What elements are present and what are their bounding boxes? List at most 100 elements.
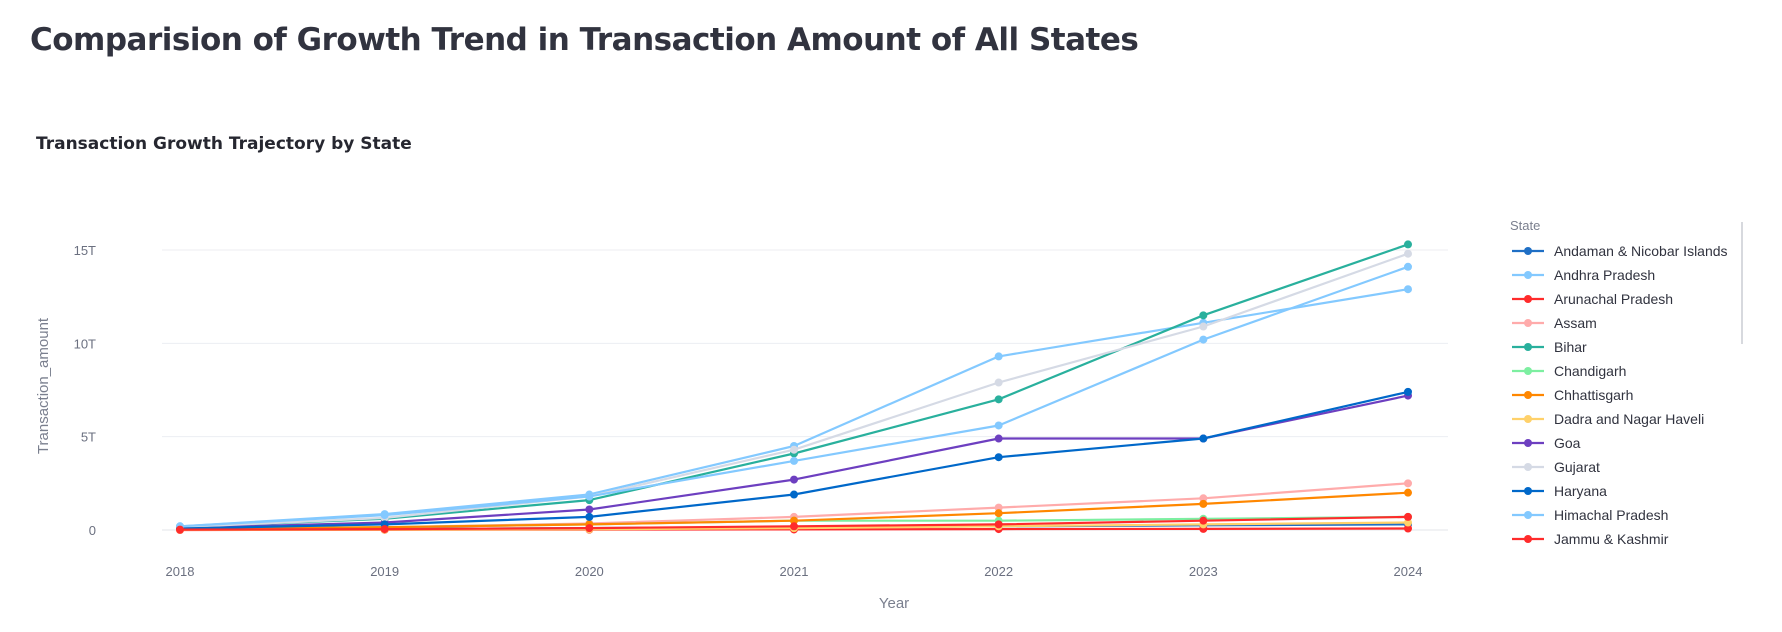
data-point[interactable] [585, 505, 594, 514]
data-point[interactable] [1199, 322, 1208, 331]
gridlines [162, 249, 1448, 531]
data-point[interactable] [790, 490, 798, 499]
legend-label: Gujarat [1554, 459, 1600, 475]
data-point[interactable] [176, 525, 184, 534]
data-point[interactable] [1404, 488, 1412, 497]
legend-items[interactable]: Andaman & Nicobar Islands Andhra Pradesh A… [1510, 239, 1772, 551]
series-lines[interactable] [176, 240, 1412, 534]
x-tick-label: 2020 [575, 564, 604, 579]
data-point[interactable] [790, 445, 798, 454]
legend-swatch [1512, 463, 1544, 471]
legend-swatch [1512, 343, 1544, 351]
data-point[interactable] [994, 421, 1003, 430]
legend-item[interactable]: Chhattisgarh [1510, 383, 1772, 407]
legend-item[interactable]: Andhra Pradesh [1510, 263, 1772, 287]
data-point[interactable] [585, 524, 594, 533]
chart-title: Transaction Growth Trajectory by State [36, 134, 412, 154]
legend-swatch [1512, 271, 1544, 279]
legend-item[interactable]: Jammu & Kashmir [1510, 527, 1772, 551]
data-point[interactable] [1199, 499, 1208, 508]
series-5[interactable] [176, 240, 1412, 532]
series-12[interactable] [176, 262, 1412, 531]
data-point[interactable] [994, 453, 1003, 462]
legend-label: Haryana [1554, 483, 1607, 499]
legend[interactable]: State Andaman & Nicobar Islands Andhra Pr… [1510, 218, 1772, 551]
page-title: Comparision of Growth Trend in Transacti… [30, 22, 1139, 58]
data-point[interactable] [1404, 387, 1412, 396]
y-tick-label: 5T [81, 430, 96, 445]
data-point[interactable] [994, 503, 1003, 512]
y-tick-label: 0 [89, 523, 96, 538]
legend-item[interactable]: Goa [1510, 431, 1772, 455]
data-point[interactable] [994, 352, 1003, 361]
data-point[interactable] [1199, 335, 1208, 344]
legend-item[interactable]: Gujarat [1510, 455, 1772, 479]
legend-label: Bihar [1554, 339, 1587, 355]
data-point[interactable] [1404, 285, 1412, 294]
legend-swatch [1512, 391, 1544, 399]
legend-swatch [1512, 247, 1544, 255]
legend-swatch [1512, 535, 1544, 543]
series-line[interactable] [179, 265, 1409, 528]
data-point[interactable] [1199, 311, 1208, 320]
series-10[interactable] [176, 249, 1412, 532]
data-point[interactable] [1404, 479, 1412, 488]
data-point[interactable] [1404, 262, 1412, 271]
legend-item[interactable]: Arunachal Pradesh [1510, 287, 1772, 311]
data-point[interactable] [1404, 512, 1412, 521]
x-tick-label: 2023 [1189, 564, 1218, 579]
legend-swatch [1512, 367, 1544, 375]
legend-item[interactable]: Andaman & Nicobar Islands [1510, 239, 1772, 263]
legend-item[interactable]: Himachal Pradesh [1510, 503, 1772, 527]
x-tick-label: 2022 [984, 564, 1013, 579]
x-tick-label: 2021 [780, 564, 809, 579]
data-point[interactable] [380, 511, 389, 520]
series-line[interactable] [179, 243, 1409, 529]
series-line[interactable] [179, 252, 1409, 529]
data-point[interactable] [790, 516, 798, 525]
legend-swatch [1512, 511, 1544, 519]
legend-scrollbar[interactable] [1741, 222, 1743, 344]
data-point[interactable] [1404, 524, 1412, 533]
legend-swatch [1512, 439, 1544, 447]
legend-label: Chhattisgarh [1554, 387, 1634, 403]
legend-item[interactable]: Chandigarh [1510, 359, 1772, 383]
series-13[interactable] [176, 512, 1412, 534]
data-point[interactable] [1404, 518, 1412, 527]
legend-label: Andhra Pradesh [1554, 267, 1656, 283]
x-axis-title: Year [879, 595, 909, 612]
data-point[interactable] [1199, 434, 1208, 443]
legend-label: Himachal Pradesh [1554, 507, 1669, 523]
legend-swatch [1512, 319, 1544, 327]
data-point[interactable] [1199, 516, 1208, 525]
legend-item[interactable]: Bihar [1510, 335, 1772, 359]
legend-item[interactable]: Haryana [1510, 479, 1772, 503]
data-point[interactable] [1404, 249, 1412, 258]
data-point[interactable] [994, 378, 1003, 387]
data-point[interactable] [994, 509, 1003, 518]
data-point[interactable] [994, 434, 1003, 443]
data-point[interactable] [790, 522, 798, 531]
data-point[interactable] [994, 395, 1003, 404]
data-point[interactable] [994, 520, 1003, 529]
legend-item[interactable]: Dadra and Nagar Haveli [1510, 407, 1772, 431]
x-tick-label: 2019 [370, 564, 399, 579]
y-tick-label: 15T [74, 243, 96, 258]
data-point[interactable] [585, 512, 594, 521]
data-point[interactable] [585, 492, 594, 501]
legend-item[interactable]: Assam [1510, 311, 1772, 335]
legend-swatch [1512, 415, 1544, 423]
data-point[interactable] [1404, 240, 1412, 249]
legend-swatch [1512, 295, 1544, 303]
data-point[interactable] [380, 525, 389, 534]
legend-label: Jammu & Kashmir [1554, 531, 1669, 547]
legend-label: Arunachal Pradesh [1554, 291, 1674, 307]
legend-label: Dadra and Nagar Haveli [1554, 411, 1705, 427]
legend-label: Chandigarh [1554, 363, 1627, 379]
y-tick-label: 10T [74, 336, 96, 351]
data-point[interactable] [790, 456, 798, 465]
x-tick-label: 2024 [1394, 564, 1423, 579]
data-point[interactable] [1199, 494, 1208, 503]
data-point[interactable] [790, 475, 798, 484]
